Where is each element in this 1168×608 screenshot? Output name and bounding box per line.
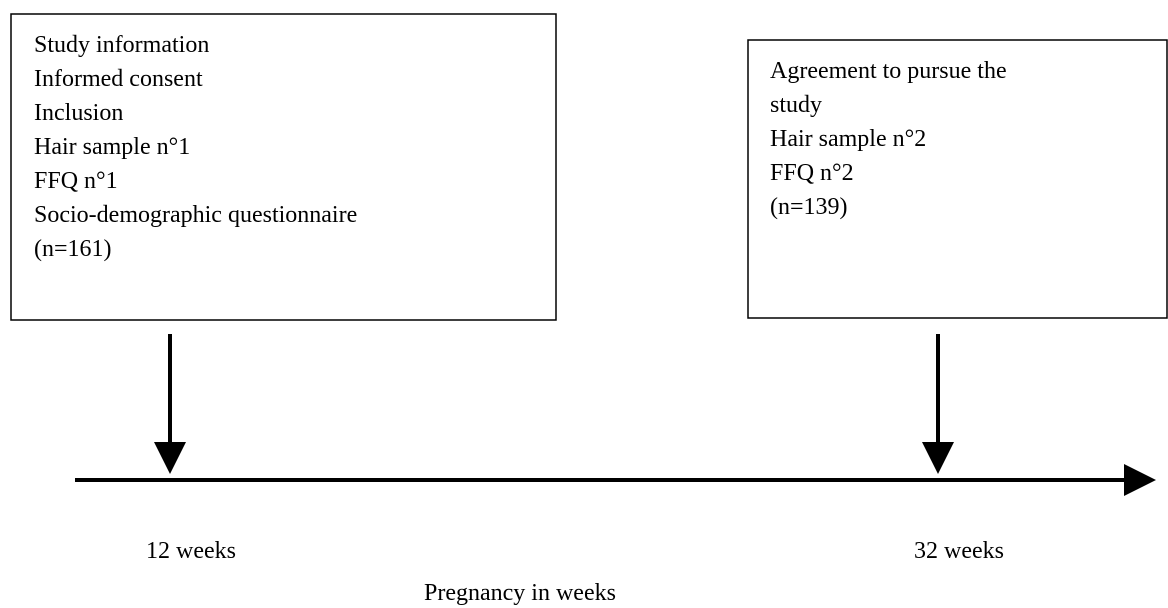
box-2 bbox=[747, 39, 1168, 319]
box-line: (n=161) bbox=[34, 236, 112, 262]
box-1-text: Study information Informed consent Inclusi… bbox=[34, 32, 357, 262]
box-2-text: Agreement to pursue the study Hair sample … bbox=[770, 58, 1007, 220]
tick-label: 32 weeks bbox=[914, 538, 1004, 564]
box-line: Socio-demographic questionnaire bbox=[34, 202, 357, 228]
tick-label: 12 weeks bbox=[146, 538, 236, 564]
box-line: FFQ n°2 bbox=[770, 160, 854, 186]
box-line: FFQ n°1 bbox=[34, 168, 118, 194]
box-line: study bbox=[770, 92, 822, 118]
box-line: Informed consent bbox=[34, 66, 203, 92]
box-line: Inclusion bbox=[34, 100, 123, 126]
box-line: Agreement to pursue the bbox=[770, 58, 1007, 84]
box-line: Hair sample n°2 bbox=[770, 126, 926, 152]
box-line: Hair sample n°1 bbox=[34, 134, 190, 160]
axis-label: Pregnancy in weeks bbox=[424, 580, 616, 606]
box-1 bbox=[10, 13, 557, 321]
box-line: Study information bbox=[34, 32, 209, 58]
box-line: (n=139) bbox=[770, 194, 848, 220]
